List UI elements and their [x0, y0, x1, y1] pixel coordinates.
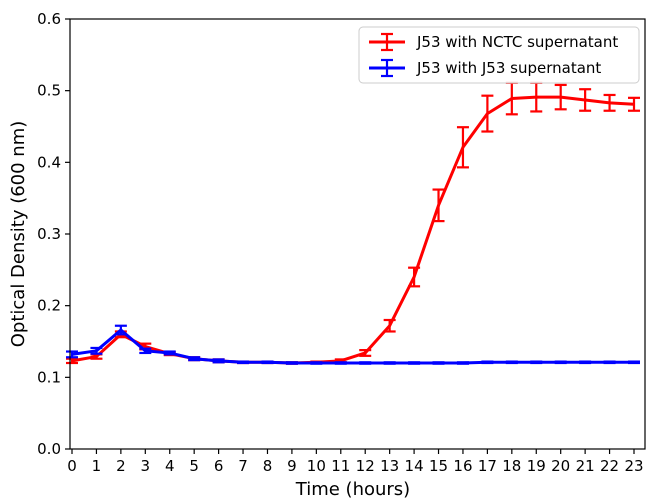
x-tick-label: 5: [189, 457, 199, 475]
y-tick-label: 0.0: [37, 440, 61, 458]
x-tick-label: 11: [331, 457, 350, 475]
x-tick-label: 2: [116, 457, 126, 475]
x-tick-label: 18: [502, 457, 521, 475]
x-tick-label: 9: [287, 457, 297, 475]
legend-box: [358, 26, 640, 84]
y-axis-label: Optical Density (600 nm): [8, 121, 29, 348]
legend: J53 with NCTC supernatant J53 with J53 su…: [358, 26, 640, 84]
y-tick-label: 0.4: [37, 153, 61, 171]
x-tick-label: 17: [478, 457, 497, 475]
y-tick-label: 0.3: [37, 225, 61, 243]
x-tick-label: 1: [92, 457, 102, 475]
plot-area: [70, 19, 645, 449]
axes-layer: 0 1 2 3 4 5 6 7 8 9 10 11 12 13 14 15 16 17 18 19 20 21 22 230.…: [37, 10, 646, 475]
x-tick-label: 23: [624, 457, 643, 475]
x-tick-label: 14: [405, 457, 424, 475]
x-axis-label: Time (hours): [295, 479, 410, 499]
x-tick-label: 0: [67, 457, 77, 475]
x-tick-label: 7: [238, 457, 248, 475]
x-tick-label: 10: [307, 457, 326, 475]
legend-label: J53 with NCTC supernatant: [416, 33, 618, 51]
x-tick-label: 22: [600, 457, 619, 475]
y-tick-label: 0.6: [37, 10, 61, 28]
x-tick-label: 20: [551, 457, 570, 475]
series-layer: [66, 81, 640, 365]
series-line: [71, 328, 634, 365]
y-tick-label: 0.5: [37, 82, 61, 100]
x-tick-label: 3: [141, 457, 151, 475]
plot-background: [70, 19, 645, 449]
x-tick-label: 16: [453, 457, 472, 475]
series-2: [66, 324, 640, 365]
x-tick-label: 19: [527, 457, 546, 475]
legend-item-1: J53 with NCTC supernatant: [369, 32, 618, 52]
x-tick-label: 15: [429, 457, 448, 475]
x-tick-label: 21: [576, 457, 595, 475]
x-tick-label: 4: [165, 457, 175, 475]
y-tick-label: 0.2: [37, 297, 61, 315]
x-tick-label: 12: [356, 457, 375, 475]
legend-label: J53 with J53 supernatant: [416, 59, 601, 77]
x-tick-label: 13: [380, 457, 399, 475]
x-tick-label: 6: [214, 457, 224, 475]
legend-item-2: J53 with J53 supernatant: [369, 58, 601, 78]
x-tick-label: 8: [263, 457, 273, 475]
y-tick-label: 0.1: [37, 368, 61, 386]
